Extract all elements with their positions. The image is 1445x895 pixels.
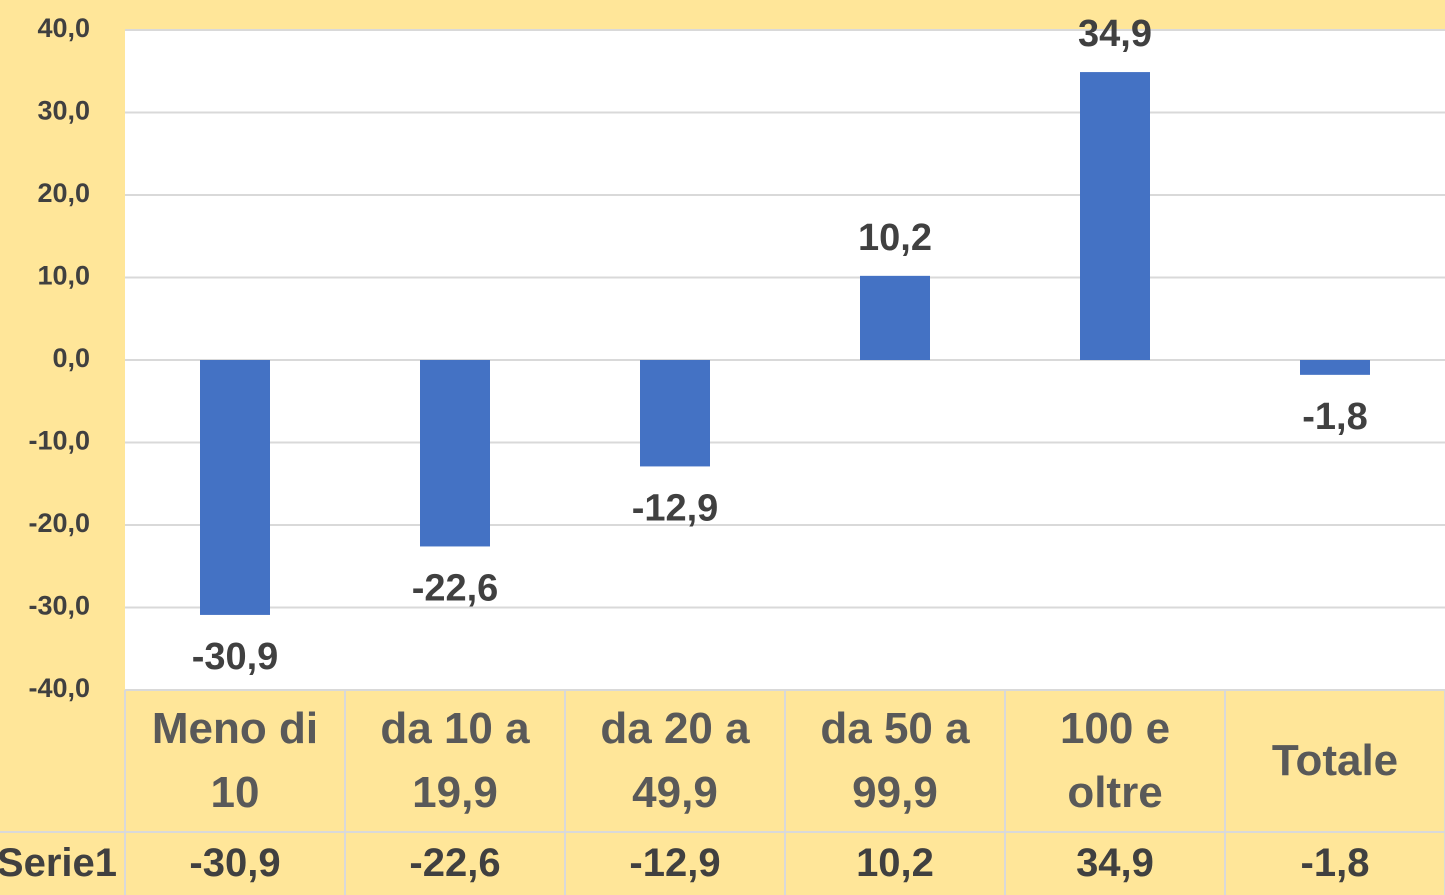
bar <box>1080 72 1150 360</box>
x-tick-label: Totale <box>1271 736 1399 785</box>
y-tick-label: 0,0 <box>52 343 90 373</box>
data-label: -1,8 <box>1302 396 1367 438</box>
x-tick-label: da 50 a 99,9 <box>820 704 970 817</box>
table-value: -12,9 <box>629 841 721 885</box>
y-tick-label: -40,0 <box>28 673 90 703</box>
legend-entry: Serie1 <box>0 841 117 885</box>
y-tick-label: 30,0 <box>37 96 90 126</box>
table-value: -30,9 <box>189 841 281 885</box>
table-value: 34,9 <box>1076 841 1154 885</box>
x-tick-label: da 10 a 19,9 <box>380 704 530 817</box>
bar <box>420 360 490 547</box>
y-tick-label: -10,0 <box>28 426 90 456</box>
data-label: 10,2 <box>858 217 932 259</box>
x-tick-label: 100 e oltre <box>1059 704 1171 817</box>
data-label: 34,9 <box>1078 13 1152 55</box>
bar <box>860 275 930 360</box>
y-tick-label: -20,0 <box>28 508 90 538</box>
y-tick-label: 20,0 <box>37 178 90 208</box>
y-tick-label: 40,0 <box>37 13 90 43</box>
y-tick-label: -30,0 <box>28 591 90 621</box>
table-value: -1,8 <box>1300 841 1370 885</box>
bar <box>200 360 270 615</box>
bar <box>1300 360 1370 375</box>
x-tick-label: Meno di 10 <box>151 704 319 817</box>
table-value: -22,6 <box>409 841 501 885</box>
data-label: -30,9 <box>192 636 279 678</box>
y-tick-label: 10,0 <box>37 261 90 291</box>
x-tick-label: da 20 a 49,9 <box>600 704 750 817</box>
bar <box>640 360 710 467</box>
table-value: 10,2 <box>856 841 934 885</box>
data-label: -22,6 <box>412 567 499 609</box>
data-label: -12,9 <box>632 487 719 529</box>
